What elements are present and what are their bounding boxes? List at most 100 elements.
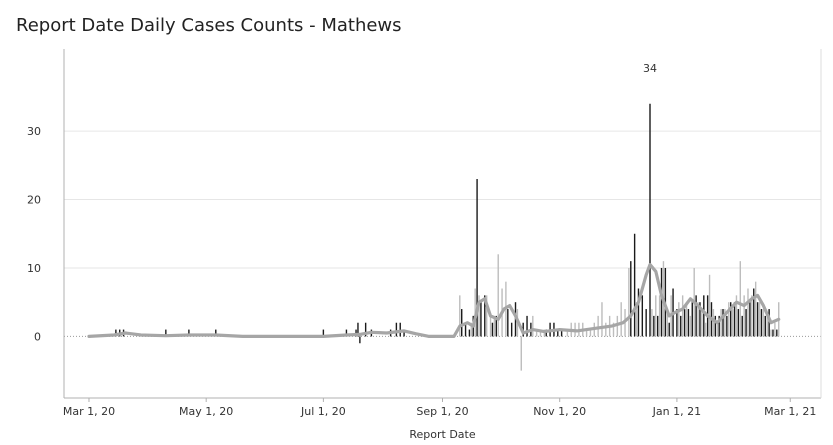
x-axis-ticks: Mar 1, 20 May 1, 20 Jul 1, 20 Sep 1, 20 Nov … <box>63 398 816 418</box>
case-bar <box>497 254 499 337</box>
case-bar <box>566 329 569 337</box>
case-bar <box>705 322 707 337</box>
case-bar <box>601 302 603 337</box>
case-bar <box>480 302 482 337</box>
case-bar <box>215 329 217 337</box>
case-bar <box>699 302 701 337</box>
case-bar <box>628 267 630 337</box>
case-bar <box>741 315 743 337</box>
x-tick-label: Mar 1, 20 <box>63 405 115 418</box>
case-bar <box>754 281 757 337</box>
case-bar <box>753 288 755 337</box>
case-bar <box>485 295 488 337</box>
case-bar <box>708 274 711 337</box>
case-bar <box>612 322 615 337</box>
case-bar <box>680 315 682 337</box>
case-bar <box>507 309 509 337</box>
case-bar <box>478 295 480 337</box>
case-bar <box>749 302 751 337</box>
case-bar <box>656 315 659 337</box>
x-tick-label: May 1, 20 <box>179 405 233 418</box>
case-bar <box>666 309 668 337</box>
case-bar <box>718 315 720 337</box>
case-bar <box>520 336 522 371</box>
case-bar <box>493 315 496 337</box>
chart-title: Report Date Daily Cases Counts - Mathews <box>16 15 402 36</box>
case-bar <box>605 322 607 337</box>
case-bar <box>345 329 348 337</box>
case-bar <box>676 309 678 337</box>
case-bar <box>645 309 647 337</box>
case-bar <box>714 315 717 337</box>
plot-frame <box>63 49 822 399</box>
case-bar <box>722 309 724 337</box>
case-bar <box>733 302 736 337</box>
case-bar <box>560 329 563 337</box>
case-bar <box>764 315 766 337</box>
x-tick-label: Jan 1, 21 <box>652 405 701 418</box>
case-bar <box>770 329 772 337</box>
y-tick-label: 0 <box>34 330 41 343</box>
case-bar <box>476 179 478 337</box>
average-series-line <box>87 263 781 338</box>
y-axis-ticks: 0 10 20 30 <box>27 125 41 343</box>
case-bar <box>730 302 732 337</box>
case-bar <box>322 329 325 337</box>
case-bar <box>681 295 684 337</box>
case-bar <box>776 329 778 337</box>
case-bar <box>766 315 768 337</box>
case-bar <box>689 315 692 337</box>
case-bar <box>660 267 663 337</box>
y-tick-label: 20 <box>27 194 41 207</box>
case-bar <box>691 302 693 337</box>
y-tick-label: 10 <box>27 262 41 275</box>
case-bar <box>597 315 599 337</box>
case-bar <box>747 288 749 337</box>
case-bar <box>637 288 640 337</box>
case-bar <box>484 295 486 337</box>
case-bar <box>357 322 359 337</box>
x-tick-label: Jul 1, 20 <box>300 405 346 418</box>
case-bar <box>545 329 547 337</box>
case-bar <box>510 322 513 337</box>
case-bar <box>165 329 167 337</box>
case-bar <box>737 309 740 337</box>
case-bar <box>589 329 592 337</box>
case-bar <box>532 315 534 337</box>
case-bar <box>739 261 741 337</box>
case-bar <box>630 261 632 337</box>
case-bar <box>768 309 770 337</box>
case-bar <box>470 322 473 337</box>
case-bar <box>658 295 661 337</box>
case-bar <box>701 309 703 337</box>
case-bar <box>468 329 471 337</box>
case-bar <box>399 322 401 337</box>
case-bar <box>489 315 492 337</box>
case-bar <box>668 322 670 337</box>
case-bar <box>364 322 367 337</box>
case-bar <box>685 302 688 337</box>
case-bar <box>762 309 765 337</box>
case-bar <box>653 315 655 337</box>
case-bar <box>635 302 638 337</box>
case-bar <box>728 302 730 337</box>
case-bar <box>655 295 657 337</box>
case-bar <box>720 309 722 337</box>
case-bar <box>649 103 651 337</box>
case-bar <box>724 309 726 337</box>
case-bar <box>760 309 763 337</box>
x-tick-label: Sep 1, 20 <box>416 405 468 418</box>
case-bar <box>620 302 622 337</box>
case-bar <box>712 309 715 337</box>
case-bar <box>616 315 619 337</box>
x-tick-label: Nov 1, 20 <box>533 405 586 418</box>
x-tick-label: Mar 1, 21 <box>764 405 816 418</box>
case-bar <box>526 315 528 337</box>
case-bar <box>758 302 761 337</box>
case-bar <box>459 295 461 337</box>
case-bar <box>751 295 753 337</box>
case-bar <box>641 295 644 337</box>
daily-case-bars <box>115 103 780 371</box>
case-bar <box>772 329 774 337</box>
